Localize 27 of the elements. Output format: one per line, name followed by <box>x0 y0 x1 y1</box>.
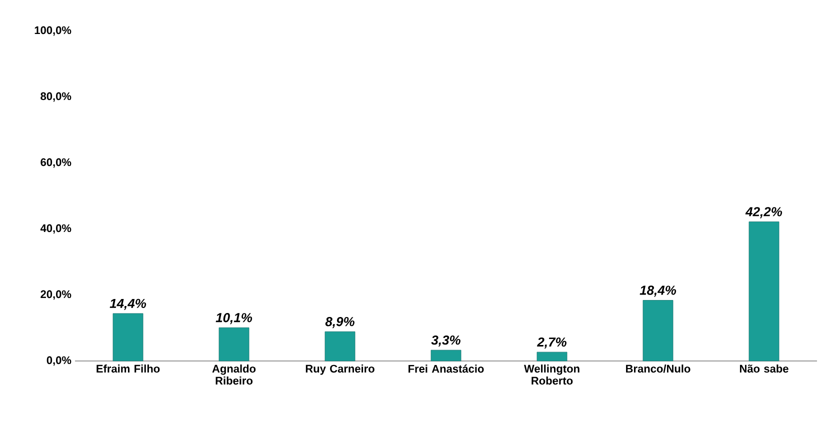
data-label: 42,2% <box>745 207 782 218</box>
data-label: 8,9% <box>325 316 354 328</box>
y-tick-label: 100,0% <box>34 26 72 36</box>
x-tick-label: Ruy Carneiro <box>306 364 374 375</box>
bar <box>324 331 356 362</box>
data-label: 3,3% <box>431 335 460 347</box>
data-label: 14,4% <box>110 298 146 310</box>
bar <box>536 352 568 362</box>
bar <box>642 300 674 362</box>
x-tick-label: Agnaldo Ribeiro <box>212 364 256 385</box>
bar <box>748 222 780 362</box>
y-tick-label: 60,0% <box>40 158 72 168</box>
x-tick-label: Wellington Roberto <box>524 364 580 385</box>
y-tick-label: 80,0% <box>40 92 72 102</box>
x-tick-label: Não sabe <box>740 364 788 373</box>
y-tick-label: 0,0% <box>46 356 72 366</box>
data-label: 2,7% <box>536 337 566 349</box>
bar <box>112 313 144 362</box>
bar <box>218 327 250 362</box>
x-tick-label: Frei Anastácio <box>408 364 484 373</box>
y-tick-label: 40,0% <box>40 224 72 234</box>
x-tick-label: Efraim Filho <box>96 364 160 373</box>
y-tick-label: 20,0% <box>40 290 72 300</box>
data-label: 18,4% <box>640 286 676 297</box>
data-label: 10,1% <box>216 313 252 324</box>
bar <box>430 350 462 362</box>
x-tick-label: Branco/Nulo <box>626 364 690 373</box>
